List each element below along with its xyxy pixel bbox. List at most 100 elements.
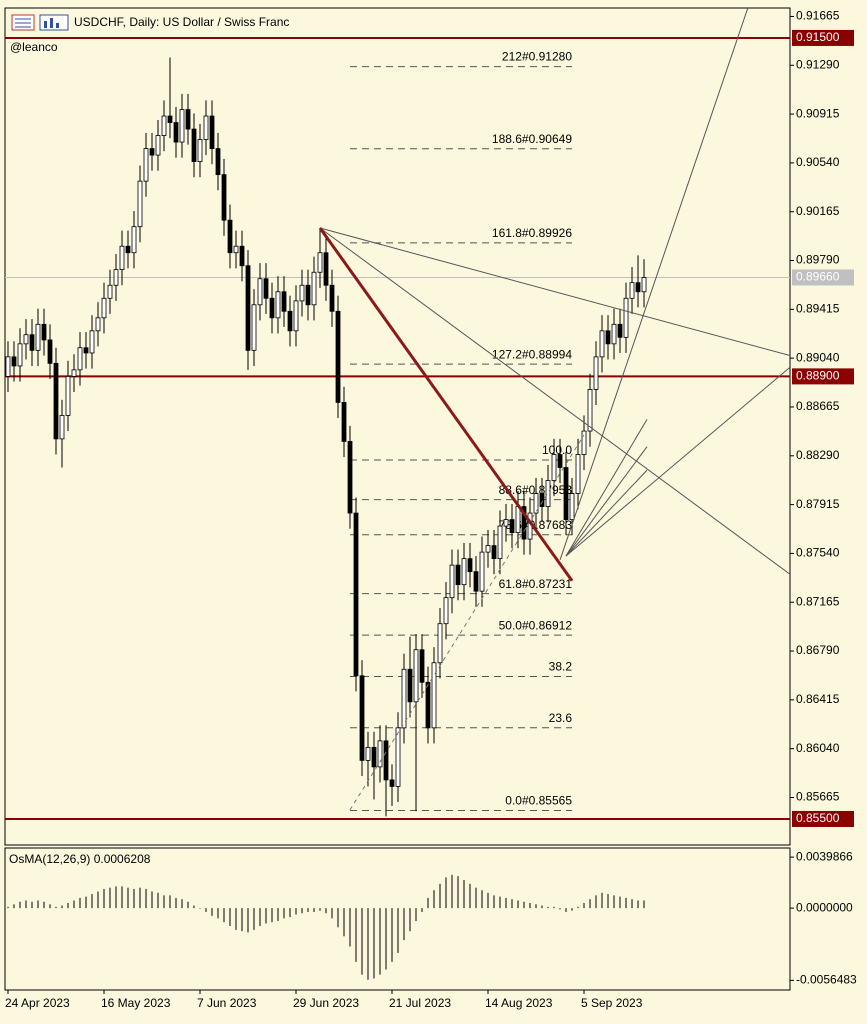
x-tick-label: 24 Apr 2023 [5,996,70,1010]
y-tick-label: 0.89040 [796,350,840,364]
candle-body [143,148,149,182]
candle-body [95,317,101,332]
y-tick-label: 0.88665 [796,399,840,413]
candle-body [443,597,449,625]
candle-body [101,297,107,319]
fibo-label: 50.0#0.86912 [499,618,573,632]
candle-body [11,356,17,367]
candle-body [563,467,569,520]
y-tick-label: 0.91665 [796,9,840,23]
candle-body [155,135,161,156]
trendline [565,469,648,557]
current-price-box [792,269,854,286]
candle-body [473,571,479,592]
icon-bar [56,23,59,28]
candle-body [491,545,497,560]
candle-body [533,493,539,514]
fibo-label: 61.8#0.87231 [499,577,573,591]
candle-body [83,347,89,354]
fibo-label: 161.8#0.89926 [492,226,572,240]
candle-body [29,334,35,351]
candle-body [23,334,29,345]
candle-body [599,330,605,358]
level-label: 0.88900 [796,369,840,383]
candle-body [137,180,143,228]
candle-body [317,252,323,273]
candle-body [173,122,179,143]
candle-body [575,454,581,494]
candle-body [119,245,125,271]
candle-body [71,369,77,377]
trendline [565,419,648,557]
candle-body [629,282,635,299]
candle-body [59,415,65,440]
candle-body [53,362,59,440]
level-box [792,810,854,827]
candle-body [515,506,521,533]
x-tick-label: 14 Aug 2023 [485,996,553,1010]
oscillator-title: OsMA(12,26,9) 0.0006208 [9,852,151,866]
candle-body [593,356,599,390]
level-label: 0.85500 [796,811,840,825]
candle-body [569,493,575,520]
trendline [565,446,648,557]
oscillator-plot [7,874,645,980]
y-tick-label: -0.0056483 [796,973,857,987]
y-tick-label: 0.89790 [796,253,840,267]
candle-body [539,493,545,507]
y-tick-label: 0.87165 [796,594,840,608]
y-tick-label: 0.85665 [796,790,840,804]
candle-body [455,564,461,586]
candle-body [545,480,551,507]
candle-body [89,330,95,354]
candle-body [365,746,371,761]
candle-body [413,649,419,703]
candle-body [425,681,431,729]
candle-body [431,662,437,729]
icon-bar [50,18,53,28]
candle-body [203,115,209,140]
candle-body [359,675,365,761]
candle-body [623,297,629,338]
trendline [565,366,790,557]
fibo-label: 38.2 [549,660,573,674]
candle-body [221,174,227,221]
candle-body [437,623,443,664]
y-tick-label: 0.0039866 [796,849,853,863]
oscillator-frame [4,847,791,991]
candle-body [41,323,47,341]
candle-body [131,226,137,254]
candle-body [419,649,425,683]
level-box [792,368,854,385]
candle-body [257,278,263,306]
candle-body [323,252,329,286]
candle-body [551,454,557,481]
trendline [318,227,574,582]
candle-body [311,271,317,306]
candle-body [161,115,167,136]
candle-body [209,115,215,149]
candle-body [587,389,593,432]
icon-bar [44,21,47,28]
candle-body [245,265,251,351]
x-tick-label: 29 Jun 2023 [293,996,359,1010]
chart-title: USDCHF, Daily: US Dollar / Swiss Franc [74,15,289,29]
fibo-label: 0.0#0.85565 [505,794,572,808]
candle-body [35,323,41,351]
y-tick-label: 0.91290 [796,57,840,71]
candle-body [509,519,515,533]
y-tick-label: 0.88290 [796,448,840,462]
fibo-label: 23.6 [549,711,573,725]
current-price-label: 0.89660 [796,270,840,284]
y-tick-label: 0.86415 [796,692,840,706]
candle-body [125,245,131,254]
candle-body [521,506,527,540]
candle-body [449,564,455,599]
candle-body [149,148,155,156]
candle-body [65,375,71,416]
candle-body [185,109,191,130]
x-tick-label: 7 Jun 2023 [197,996,257,1010]
candle-body [299,284,305,302]
candle-body [353,512,359,677]
candle-body [611,323,617,345]
